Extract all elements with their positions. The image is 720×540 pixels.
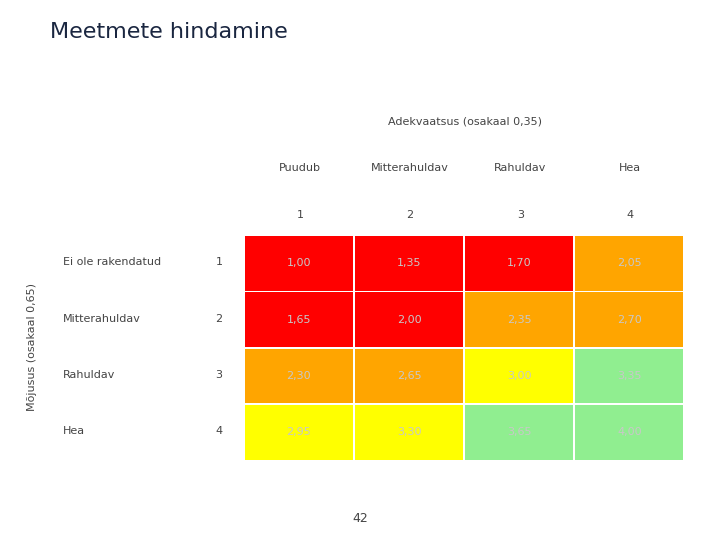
Text: 2,05: 2,05 xyxy=(617,258,642,268)
Text: 2,70: 2,70 xyxy=(617,315,642,325)
Bar xyxy=(575,236,683,291)
Text: 2,00: 2,00 xyxy=(397,315,421,325)
Bar xyxy=(355,405,463,460)
Text: Puudub: Puudub xyxy=(279,163,321,173)
Text: 4: 4 xyxy=(627,210,634,220)
Text: Hea: Hea xyxy=(63,427,86,436)
Text: 1,35: 1,35 xyxy=(397,258,421,268)
Text: 3: 3 xyxy=(215,370,222,380)
Text: Mitterahuldav: Mitterahuldav xyxy=(63,314,141,323)
Bar xyxy=(355,236,463,291)
Text: Hea: Hea xyxy=(619,163,642,173)
Bar xyxy=(245,236,353,291)
Text: 3,00: 3,00 xyxy=(507,371,531,381)
Text: 1,70: 1,70 xyxy=(507,258,531,268)
Text: 42: 42 xyxy=(352,512,368,525)
Bar xyxy=(355,293,463,347)
Text: 2,30: 2,30 xyxy=(287,371,311,381)
Bar xyxy=(465,293,573,347)
Text: 3,35: 3,35 xyxy=(617,371,642,381)
Text: Ei ole rakendatud: Ei ole rakendatud xyxy=(63,258,161,267)
Text: 2,35: 2,35 xyxy=(507,315,531,325)
Text: Mõjusus (osakaal 0,65): Mõjusus (osakaal 0,65) xyxy=(27,283,37,411)
Text: 3,30: 3,30 xyxy=(397,428,421,437)
Text: 1,00: 1,00 xyxy=(287,258,311,268)
Text: 4: 4 xyxy=(215,427,222,436)
Text: 2: 2 xyxy=(215,314,222,323)
Bar xyxy=(465,405,573,460)
Bar xyxy=(575,293,683,347)
Text: 4,00: 4,00 xyxy=(617,428,642,437)
Bar xyxy=(245,349,353,403)
Text: Rahuldav: Rahuldav xyxy=(63,370,116,380)
Text: 1: 1 xyxy=(215,258,222,267)
Bar xyxy=(575,405,683,460)
Bar xyxy=(355,349,463,403)
Text: 1: 1 xyxy=(297,210,303,220)
Text: Mitterahuldav: Mitterahuldav xyxy=(371,163,449,173)
Text: Rahuldav: Rahuldav xyxy=(494,163,546,173)
Text: 3,65: 3,65 xyxy=(507,428,531,437)
Text: Adekvaatsus (osakaal 0,35): Adekvaatsus (osakaal 0,35) xyxy=(388,117,542,126)
Text: 1,65: 1,65 xyxy=(287,315,311,325)
Text: 3: 3 xyxy=(517,210,523,220)
Bar xyxy=(245,405,353,460)
Bar xyxy=(465,349,573,403)
Bar xyxy=(575,349,683,403)
Text: 2,95: 2,95 xyxy=(287,428,311,437)
Text: Meetmete hindamine: Meetmete hindamine xyxy=(50,22,288,42)
Text: 2,65: 2,65 xyxy=(397,371,421,381)
Text: 2: 2 xyxy=(407,210,413,220)
Bar xyxy=(245,293,353,347)
Bar xyxy=(465,236,573,291)
